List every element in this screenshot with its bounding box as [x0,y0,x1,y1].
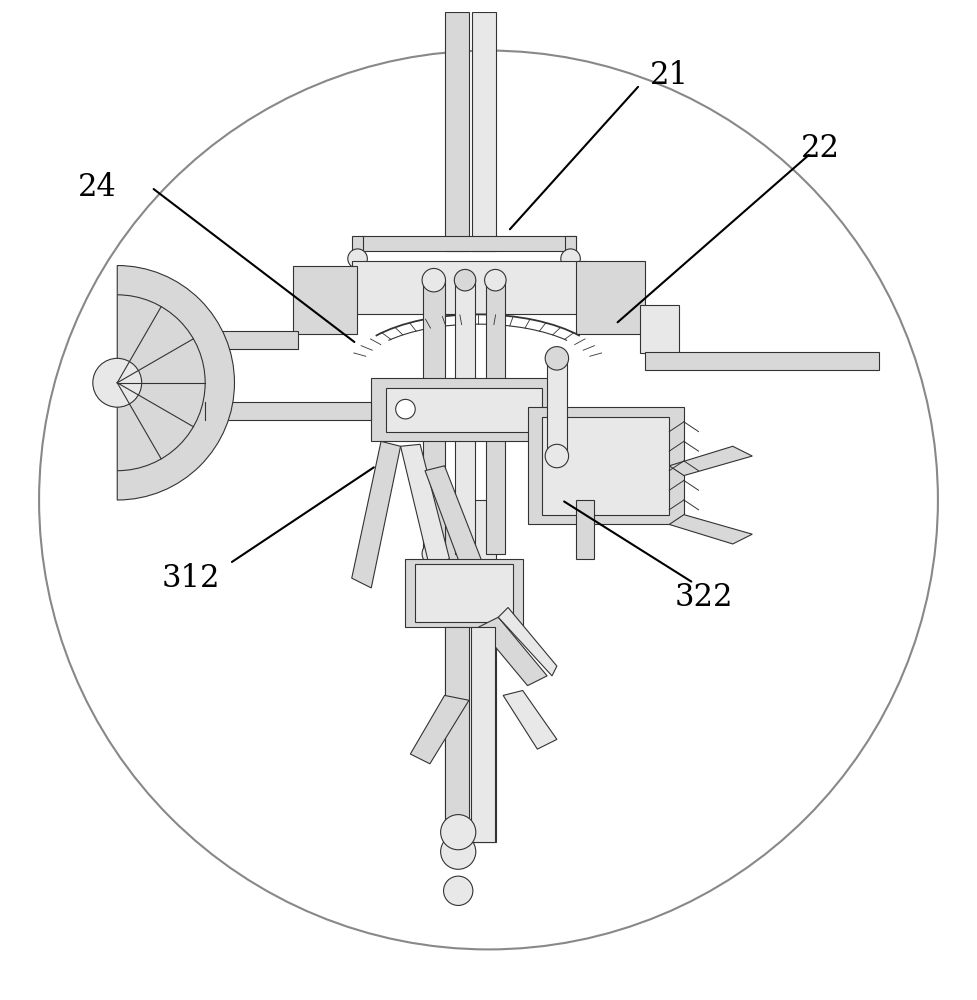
Wedge shape [117,266,234,500]
Polygon shape [425,466,488,588]
Bar [352,236,363,266]
Circle shape [441,834,476,869]
Bar [293,266,357,334]
Polygon shape [503,691,557,749]
Bar [640,305,679,353]
Text: 22: 22 [801,133,840,164]
Polygon shape [410,695,469,764]
Text: 322: 322 [674,582,733,613]
Bar [486,280,505,554]
Bar [386,388,542,432]
Bar [405,559,523,627]
Circle shape [396,399,415,419]
Bar [547,358,567,456]
Bar [471,627,495,842]
Bar [352,261,586,314]
Polygon shape [352,441,401,588]
Bar [472,12,496,251]
Bar [445,500,469,842]
Bar [205,402,371,420]
Circle shape [545,444,569,468]
Circle shape [561,249,580,268]
Bar [191,331,298,349]
Circle shape [444,876,473,905]
Bar [371,378,557,441]
Bar [455,280,475,554]
Bar [645,352,879,370]
Polygon shape [669,515,752,544]
Circle shape [422,268,446,292]
Polygon shape [669,446,752,476]
Circle shape [422,542,446,565]
Text: 21: 21 [650,60,689,91]
Circle shape [441,815,476,850]
Text: 24: 24 [78,172,117,203]
Bar [576,500,594,559]
Bar [472,500,496,842]
Bar [415,564,513,622]
Bar [361,236,576,251]
Text: 312: 312 [161,563,220,594]
Polygon shape [498,607,557,676]
Circle shape [93,358,142,407]
Circle shape [454,269,476,291]
Circle shape [545,347,569,370]
Polygon shape [479,617,547,686]
Bar [576,261,645,334]
Bar [528,407,684,524]
Bar [542,417,669,515]
Bar [565,236,576,266]
Bar [423,280,445,554]
Circle shape [348,249,367,268]
Bar [445,627,469,842]
Polygon shape [401,444,449,568]
Circle shape [485,269,506,291]
Bar [445,12,469,251]
